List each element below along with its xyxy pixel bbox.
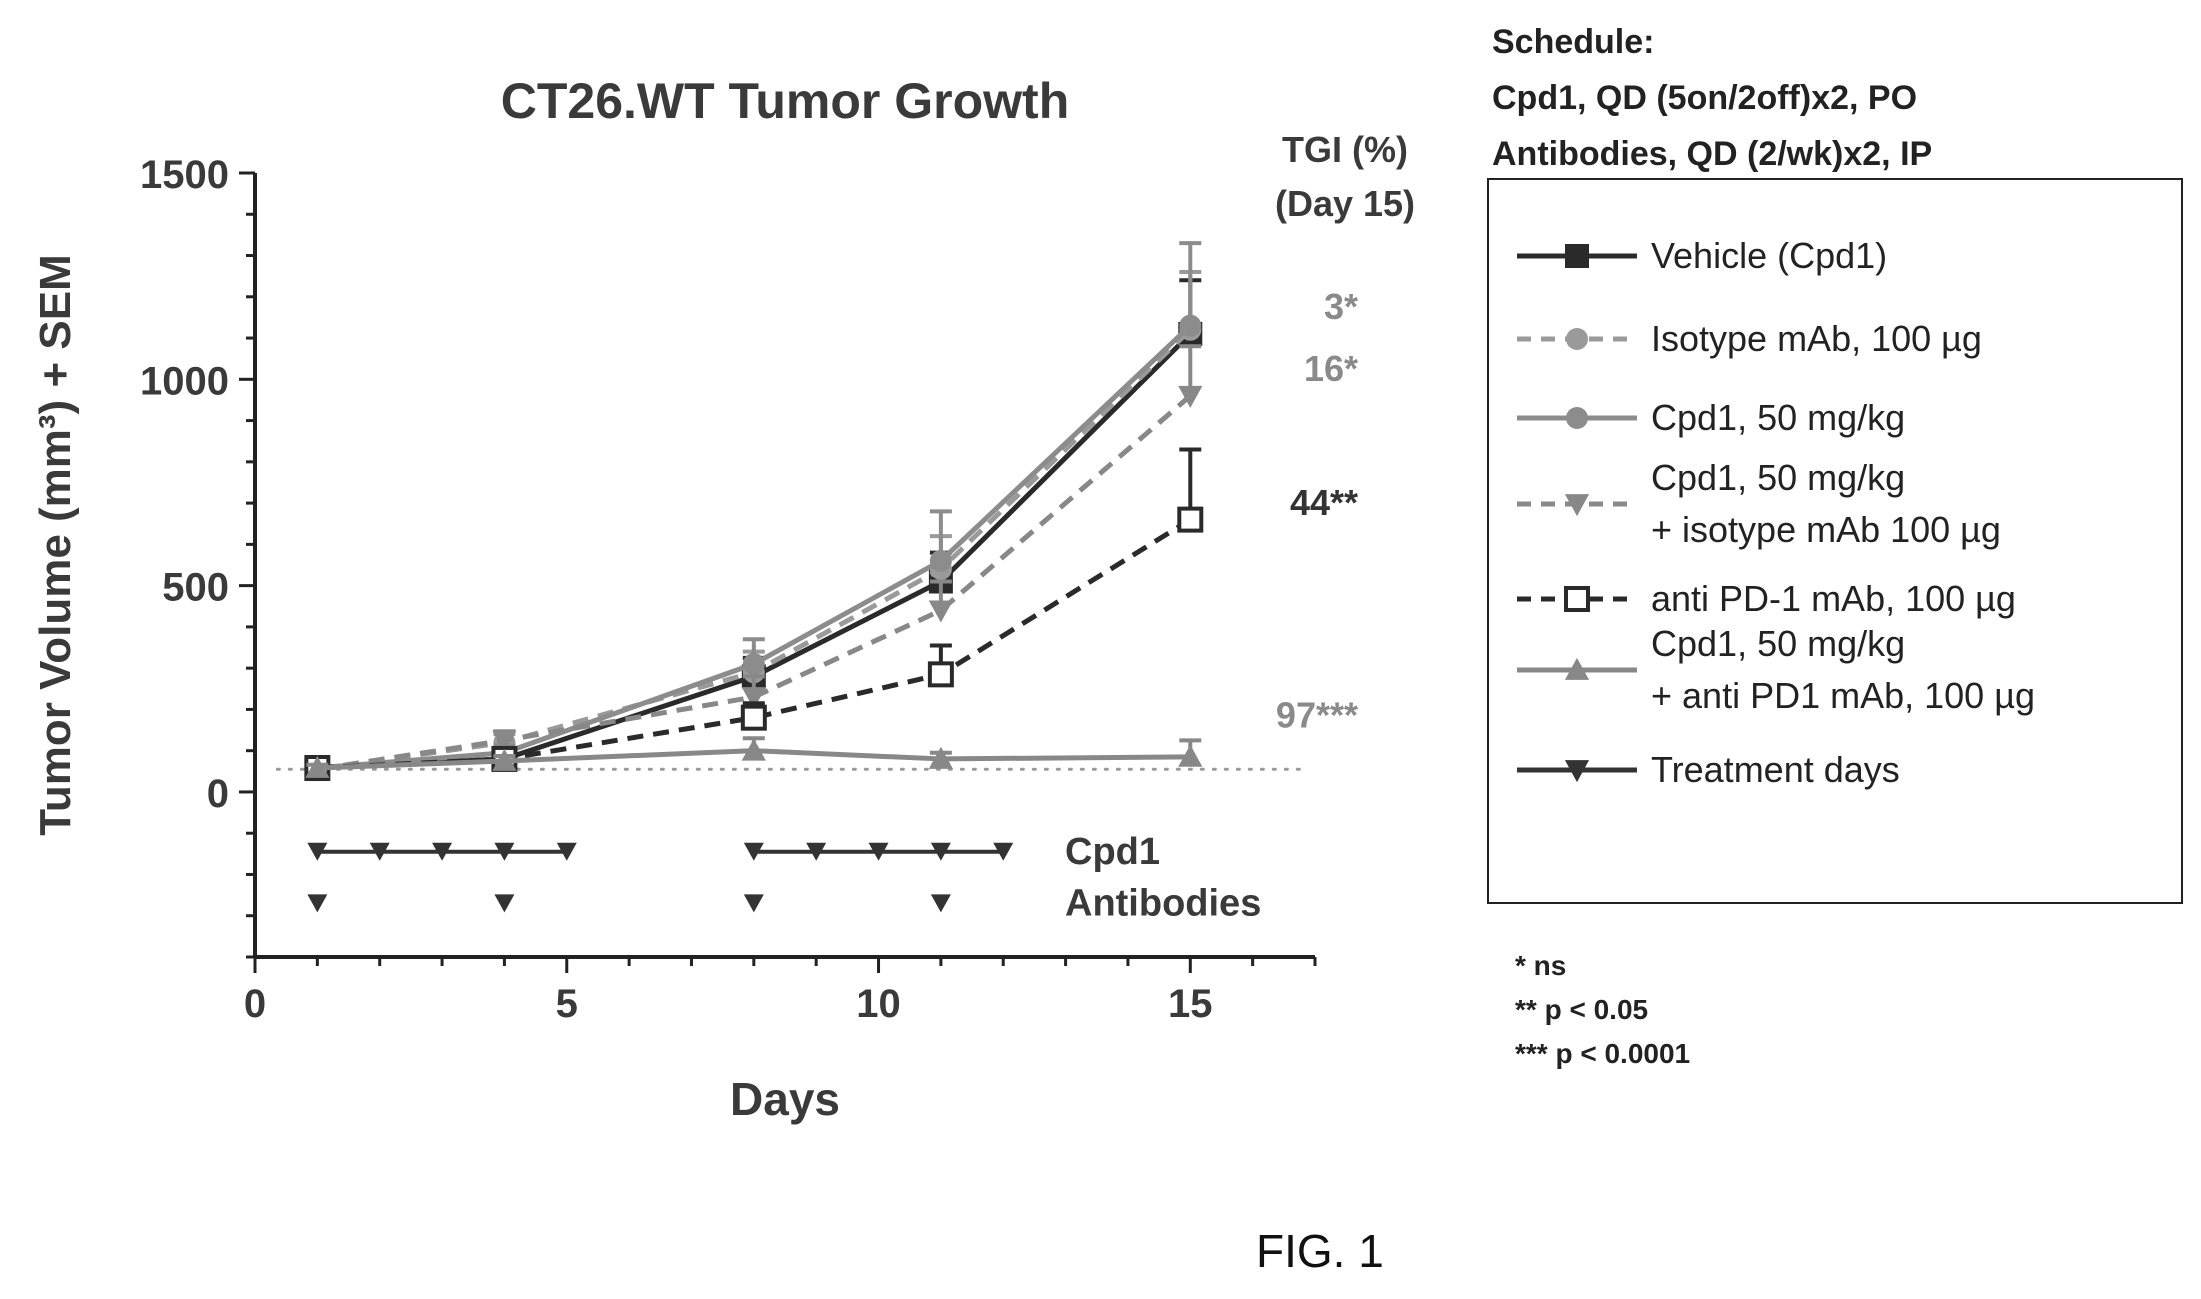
legend-swatch xyxy=(1517,760,1637,783)
legend-marker xyxy=(1566,407,1588,429)
tgi-label: 44** xyxy=(1290,482,1358,523)
legend-label: Cpd1, 50 mg/kg + isotype mAb 100 µg xyxy=(1651,457,2001,550)
cpd1-treatment-marker xyxy=(930,842,951,861)
cpd1-treatment-marker xyxy=(369,842,390,861)
schedule-line-antibodies: Antibodies, QD (2/wk)x2, IP xyxy=(1492,135,1933,173)
data-point xyxy=(741,738,766,761)
series-line xyxy=(317,517,1192,771)
cpd1-treatment-marker xyxy=(494,842,515,861)
data-point xyxy=(741,687,766,710)
legend: Vehicle (Cpd1) Isotype mAb, 100 µg Cpd1, 5… xyxy=(1487,178,2183,904)
antibody-treatment-label: Antibodies xyxy=(1065,882,1261,924)
tgi-label: 3* xyxy=(1324,286,1358,327)
legend-swatch xyxy=(1517,244,1637,268)
significance-ns: * ns xyxy=(1515,950,1567,981)
y-tick-label: 500 xyxy=(162,566,229,610)
legend-item: Treatment days xyxy=(1489,744,2181,796)
legend-label: Cpd1, 50 mg/kg xyxy=(1651,397,1906,438)
cpd1-treatment-marker xyxy=(806,842,827,861)
significance-p005: ** p < 0.05 xyxy=(1515,994,1649,1025)
significance-p00001: *** p < 0.0001 xyxy=(1515,1038,1691,1069)
y-tick-label: 1500 xyxy=(140,153,229,197)
schedule-line-cpd1: Cpd1, QD (5on/2off)x2, PO xyxy=(1492,79,1918,117)
legend-marker xyxy=(1564,657,1590,680)
data-point xyxy=(740,704,767,731)
data-point xyxy=(492,730,517,753)
tgi-header: TGI (%) xyxy=(1282,129,1408,170)
x-tick-label: 5 xyxy=(556,982,578,1026)
cpd1-treatment-marker xyxy=(307,842,328,861)
antibody-treatment-marker xyxy=(494,894,515,913)
x-tick-label: 15 xyxy=(1168,982,1213,1026)
legend-marker xyxy=(1564,586,1590,612)
data-point xyxy=(305,755,330,778)
legend-marker xyxy=(1564,760,1590,783)
chart-title: CT26.WT Tumor Growth xyxy=(501,73,1069,129)
legend-marker xyxy=(1566,328,1588,350)
cpd1-treatment-marker xyxy=(868,842,889,861)
data-point xyxy=(927,661,954,688)
cpd1-treatment-marker xyxy=(743,842,764,861)
tumor-growth-chart: CT26.WT Tumor Growth Tumor Volume (mm³) +… xyxy=(31,73,1415,1125)
data-point xyxy=(928,600,953,623)
legend-swatch xyxy=(1517,328,1637,350)
cpd1-treatment-label: Cpd1 xyxy=(1065,831,1160,873)
legend-label: Vehicle (Cpd1) xyxy=(1651,235,1888,276)
x-axis-label: Days xyxy=(730,1073,840,1125)
legend-item: Cpd1, 50 mg/kg xyxy=(1489,392,2181,444)
figure-label: FIG. 1 xyxy=(1256,1225,1384,1277)
legend-marker xyxy=(1564,494,1590,517)
y-tick-label: 1000 xyxy=(140,359,229,403)
legend-item: Cpd1, 50 mg/kg + anti PD1 mAb, 100 µg xyxy=(1489,618,2181,722)
data-point xyxy=(929,549,952,572)
tgi-header-day: (Day 15) xyxy=(1275,183,1415,224)
cpd1-treatment-marker xyxy=(432,842,453,861)
legend-item: Vehicle (Cpd1) xyxy=(1489,230,2181,282)
legend-label: Treatment days xyxy=(1651,749,1900,790)
schedule-note: Schedule: Cpd1, QD (5on/2off)x2, PO Anti… xyxy=(1492,14,1932,182)
data-point xyxy=(1179,314,1202,337)
data-point xyxy=(492,748,517,771)
schedule-title: Schedule: xyxy=(1492,23,1655,61)
significance-key: * ns ** p < 0.05 *** p < 0.0001 xyxy=(1515,944,1690,1076)
data-point xyxy=(1178,744,1203,767)
cpd1-treatment-marker xyxy=(556,842,577,861)
legend-item: Cpd1, 50 mg/kg + isotype mAb 100 µg xyxy=(1489,452,2181,556)
antibody-treatment-marker xyxy=(930,894,951,913)
cpd1-treatment-marker xyxy=(993,842,1014,861)
legend-swatch xyxy=(1517,657,1637,680)
x-tick-label: 0 xyxy=(244,982,266,1026)
series-5 xyxy=(305,736,1203,778)
data-point xyxy=(1178,385,1203,408)
y-axis-label: Tumor Volume (mm³) + SEM xyxy=(31,254,80,835)
antibody-treatment-marker xyxy=(743,894,764,913)
legend-marker xyxy=(1565,244,1589,268)
legend-swatch xyxy=(1517,494,1637,517)
data-point xyxy=(928,746,953,769)
legend-swatch xyxy=(1517,586,1637,612)
legend-item: Isotype mAb, 100 µg xyxy=(1489,313,2181,365)
legend-label: anti PD-1 mAb, 100 µg xyxy=(1651,578,2016,619)
x-tick-label: 10 xyxy=(856,982,901,1026)
data-point xyxy=(742,653,765,676)
y-tick-label: 0 xyxy=(207,772,229,816)
data-point xyxy=(1177,506,1204,533)
legend-item: anti PD-1 mAb, 100 µg xyxy=(1489,573,2181,625)
antibody-treatment-marker xyxy=(307,894,328,913)
tgi-label: 97*** xyxy=(1276,695,1358,736)
legend-label: Cpd1, 50 mg/kg + anti PD1 mAb, 100 µg xyxy=(1651,623,2035,716)
legend-swatch xyxy=(1517,407,1637,429)
legend-label: Isotype mAb, 100 µg xyxy=(1651,318,1982,359)
tgi-label: 16* xyxy=(1304,348,1358,389)
